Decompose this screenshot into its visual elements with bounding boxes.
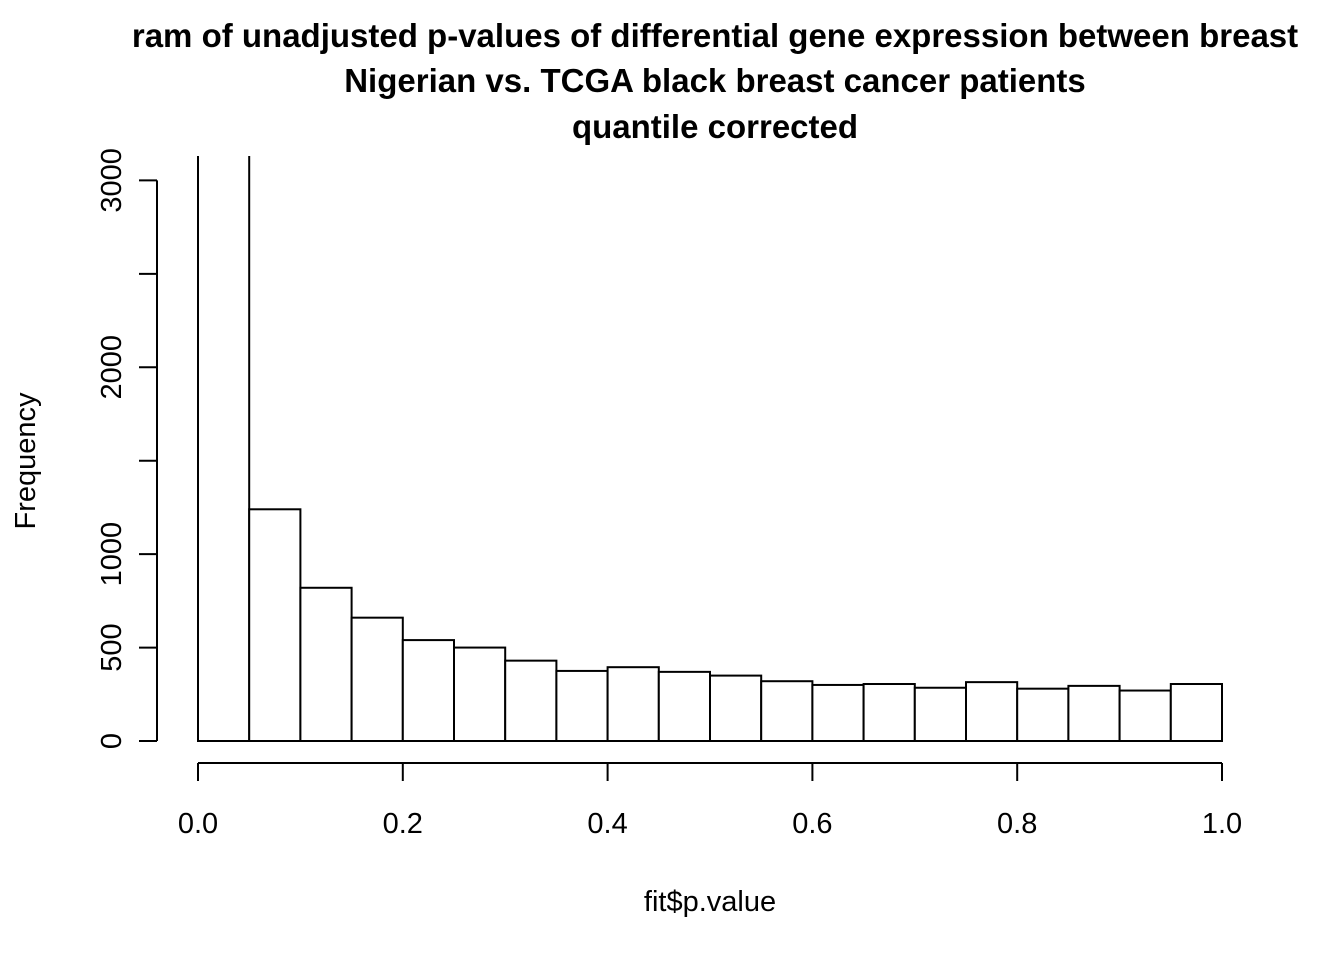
- bar: [811, 683, 865, 743]
- bar: [299, 586, 353, 742]
- bar: [504, 659, 558, 742]
- bar: [1067, 684, 1121, 742]
- bar: [350, 616, 404, 743]
- bar: [1016, 687, 1070, 743]
- x-tick-label: 0.0: [178, 808, 218, 840]
- y-axis-label: Frequency: [10, 392, 42, 530]
- bars: [197, 156, 1224, 743]
- y-tick-label: 0: [96, 733, 128, 749]
- x-tick-label: 0.4: [587, 808, 627, 840]
- bar: [913, 686, 967, 742]
- bar: [248, 508, 302, 742]
- bar: [453, 646, 507, 742]
- bar: [555, 669, 609, 742]
- x-tick-label: 0.2: [383, 808, 423, 840]
- x-tick-label: 0.8: [997, 808, 1037, 840]
- y-tick-label: 3000: [96, 148, 128, 213]
- bar: [657, 670, 711, 742]
- bar: [606, 666, 660, 743]
- y-tick-label: 2000: [96, 335, 128, 400]
- bar: [197, 156, 251, 742]
- bar: [709, 674, 763, 743]
- bar: [965, 681, 1019, 742]
- x-tick-label: 0.6: [792, 808, 832, 840]
- chart-title: quantile corrected: [572, 108, 858, 145]
- bar: [862, 683, 916, 742]
- bar: [1118, 689, 1172, 743]
- bar: [401, 639, 455, 742]
- chart-title: ram of unadjusted p-values of differenti…: [132, 17, 1298, 54]
- y-tick-label: 500: [96, 623, 128, 671]
- y-tick-label: 1000: [96, 522, 128, 587]
- x-axis-label: fit$p.value: [644, 886, 776, 918]
- bar: [1169, 683, 1224, 742]
- chart-title: Nigerian vs. TCGA black breast cancer pa…: [344, 62, 1086, 99]
- x-tick-label: 1.0: [1202, 808, 1242, 840]
- bar: [760, 680, 814, 743]
